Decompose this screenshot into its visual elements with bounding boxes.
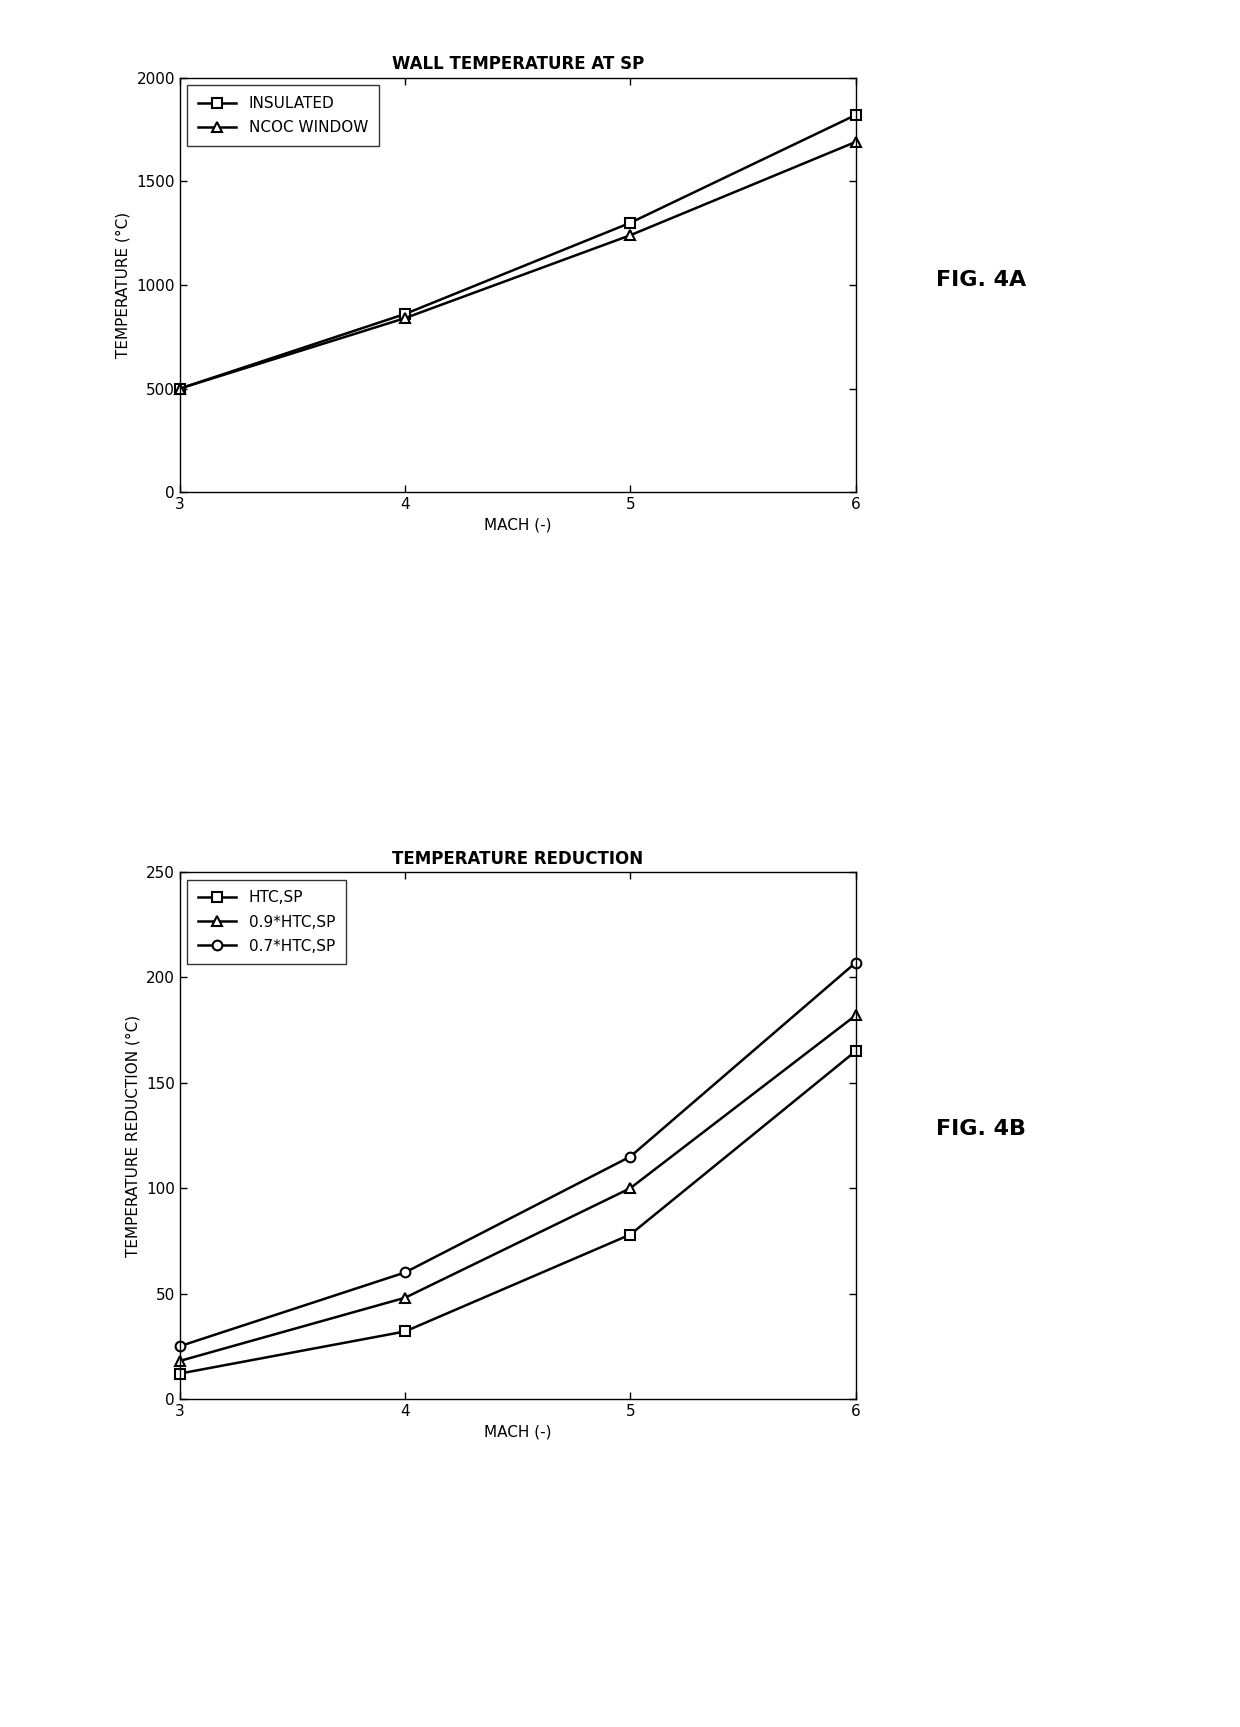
Y-axis label: TEMPERATURE (°C): TEMPERATURE (°C) (115, 212, 131, 357)
0.7*HTC,SP (848, 952, 863, 972)
0.7*HTC,SP (172, 1337, 187, 1357)
Title: WALL TEMPERATURE AT SP: WALL TEMPERATURE AT SP (392, 55, 644, 73)
Line: HTC,SP: HTC,SP (175, 1047, 861, 1378)
Line: 0.7*HTC,SP: 0.7*HTC,SP (175, 958, 861, 1351)
HTC,SP (172, 1363, 187, 1383)
Text: FIG. 4A: FIG. 4A (936, 269, 1027, 290)
INSULATED (172, 378, 187, 399)
Y-axis label: TEMPERATURE REDUCTION (°C): TEMPERATURE REDUCTION (°C) (125, 1014, 140, 1257)
Title: TEMPERATURE REDUCTION: TEMPERATURE REDUCTION (392, 850, 644, 867)
INSULATED (622, 212, 637, 233)
0.7*HTC,SP (622, 1147, 637, 1167)
Line: NCOC WINDOW: NCOC WINDOW (175, 136, 861, 394)
Text: FIG. 4B: FIG. 4B (936, 1119, 1027, 1140)
HTC,SP (848, 1041, 863, 1062)
NCOC WINDOW (172, 378, 187, 399)
NCOC WINDOW (398, 307, 413, 328)
HTC,SP (398, 1321, 413, 1342)
Legend: HTC,SP, 0.9*HTC,SP, 0.7*HTC,SP: HTC,SP, 0.9*HTC,SP, 0.7*HTC,SP (187, 879, 346, 964)
HTC,SP (622, 1224, 637, 1245)
0.9*HTC,SP (848, 1005, 863, 1026)
0.7*HTC,SP (398, 1262, 413, 1283)
NCOC WINDOW (622, 225, 637, 245)
NCOC WINDOW (848, 131, 863, 152)
X-axis label: MACH (-): MACH (-) (484, 518, 552, 532)
Line: 0.9*HTC,SP: 0.9*HTC,SP (175, 1010, 861, 1366)
INSULATED (848, 105, 863, 126)
X-axis label: MACH (-): MACH (-) (484, 1425, 552, 1439)
Legend: INSULATED, NCOC WINDOW: INSULATED, NCOC WINDOW (187, 85, 378, 145)
0.9*HTC,SP (172, 1351, 187, 1371)
0.9*HTC,SP (622, 1178, 637, 1199)
INSULATED (398, 304, 413, 325)
0.9*HTC,SP (398, 1287, 413, 1307)
Line: INSULATED: INSULATED (175, 111, 861, 394)
